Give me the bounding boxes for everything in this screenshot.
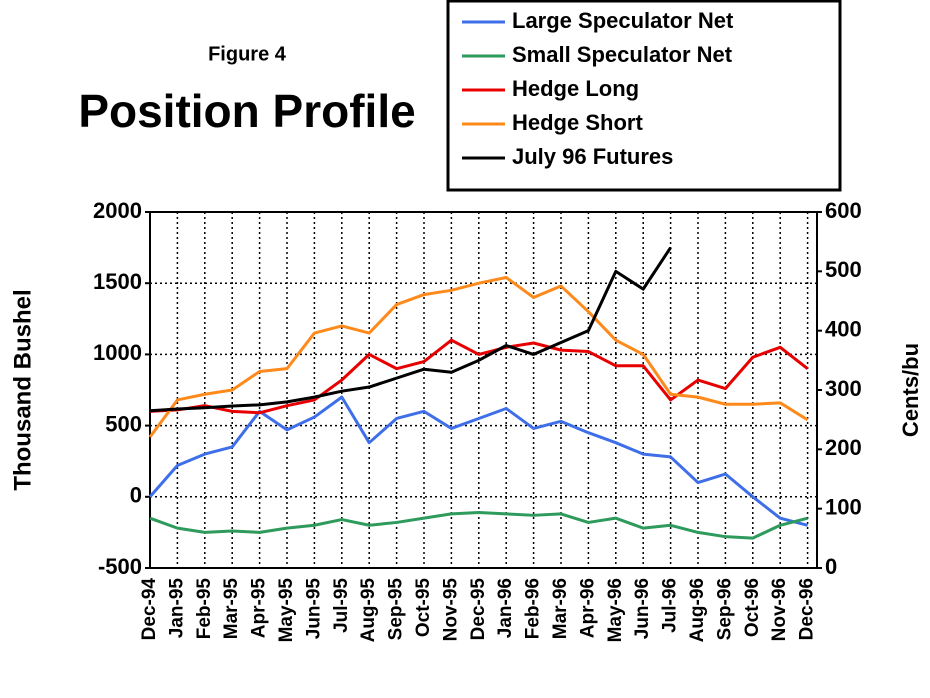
y2-tick-label: 400 (825, 316, 862, 341)
y-tick-label: 0 (130, 483, 142, 508)
x-tick-label: Sep-95 (386, 578, 407, 641)
x-tick-label: Nov-96 (769, 578, 790, 641)
legend-box (446, 0, 842, 192)
x-tick-label: Jan-95 (166, 578, 187, 639)
x-tick-label: Feb-95 (194, 578, 215, 640)
x-tick-label: Dec-94 (139, 578, 160, 641)
x-tick-label: Oct-95 (413, 578, 434, 638)
y2-axis-label: Cents/bu (898, 343, 923, 437)
y-tick-label: 500 (105, 411, 142, 436)
x-tick-label: Jul-95 (331, 578, 352, 633)
x-tick-label: Jul-96 (660, 578, 681, 633)
legend-label: July 96 Futures (512, 144, 673, 169)
series-line (149, 510, 808, 540)
plot-frame (149, 211, 818, 569)
x-tick-label: Jun-95 (303, 578, 324, 640)
legend-label: Hedge Long (512, 76, 639, 101)
x-tick-label: Dec-96 (797, 578, 818, 640)
y2-tick-label: 500 (825, 257, 862, 282)
y2-tick-label: 100 (825, 494, 862, 519)
x-tick-label: Mar-95 (221, 578, 242, 640)
y-tick-label: -500 (98, 554, 142, 579)
x-tick-label: Feb-96 (523, 578, 544, 639)
y-tick-label: 1500 (93, 269, 142, 294)
x-tick-label: Jun-96 (632, 578, 653, 639)
x-tick-label: Nov-95 (440, 578, 461, 642)
y-tick-label: 1000 (93, 340, 142, 365)
y2-tick-label: 300 (825, 376, 862, 401)
series-line (148, 395, 808, 527)
x-tick-label: Aug-96 (687, 578, 708, 642)
x-tick-label: Mar-96 (550, 578, 571, 639)
series-line (149, 246, 672, 413)
x-tick-label: Dec-95 (468, 578, 489, 641)
y-tick-label: 2000 (93, 198, 142, 223)
x-tick-label: Apr-95 (249, 578, 270, 639)
chart-subtitle: Figure 4 (208, 43, 287, 65)
legend-label: Hedge Short (512, 110, 643, 135)
x-tick-label: May-96 (605, 578, 626, 642)
y2-tick-label: 0 (825, 554, 837, 579)
x-tick-label: Jan-96 (495, 578, 516, 638)
x-tick-label: Sep-96 (714, 578, 735, 640)
x-tick-label: Aug-95 (358, 578, 379, 643)
x-tick-label: Oct-96 (742, 578, 763, 637)
series-line (149, 338, 809, 415)
y-axis-label: Thousand Bushel (9, 289, 36, 490)
legend-label: Large Speculator Net (512, 8, 734, 33)
chart-title: Position Profile (78, 85, 415, 137)
series-line (148, 276, 809, 438)
y2-tick-label: 600 (825, 198, 862, 223)
x-tick-label: May-95 (276, 578, 297, 643)
y2-tick-label: 200 (825, 435, 862, 460)
x-tick-label: Apr-96 (577, 578, 598, 638)
legend-label: Small Speculator Net (512, 42, 733, 67)
